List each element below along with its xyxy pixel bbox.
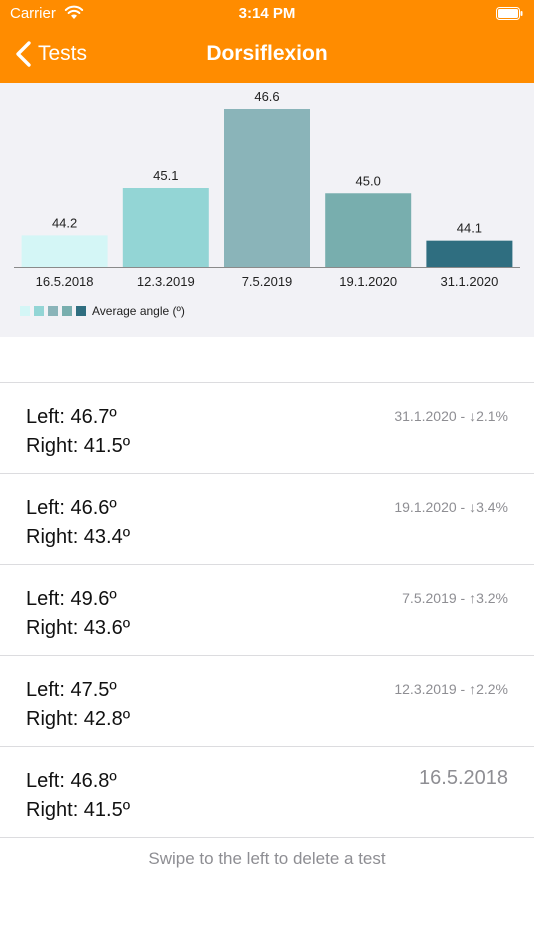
left-value: Left: 46.6º (26, 497, 117, 519)
category-label: 19.1.2020 (339, 274, 397, 289)
nav-bar: Tests Dorsiflexion (0, 30, 534, 80)
left-value: Left: 47.5º (26, 679, 117, 701)
back-button[interactable]: Tests (14, 39, 87, 69)
legend-label: Average angle (º) (92, 304, 185, 318)
value-label: 45.1 (153, 168, 178, 183)
chevron-left-icon (16, 41, 31, 67)
test-date-change: 7.5.2019 - ↑3.2% (402, 590, 508, 606)
legend-swatch (48, 306, 58, 316)
test-values: Left: 49.6º Right: 43.6º (26, 585, 130, 643)
page-title: Dorsiflexion (206, 42, 328, 65)
legend-swatch (62, 306, 72, 316)
test-values: Left: 46.8º Right: 41.5º (26, 767, 130, 825)
right-value: Right: 41.5º (26, 435, 131, 457)
test-row[interactable]: Left: 46.8º Right: 41.5º 16.5.2018 (0, 747, 534, 838)
value-label: 44.2 (52, 215, 77, 230)
test-date-change: 31.1.2020 - ↓2.1% (394, 408, 508, 424)
value-label: 46.6 (254, 89, 279, 104)
test-row[interactable]: Left: 49.6º Right: 43.6º 7.5.2019 - ↑3.2% (0, 565, 534, 656)
test-date-change: 16.5.2018 (419, 767, 508, 789)
test-row[interactable]: Left: 47.5º Right: 42.8º 12.3.2019 - ↑2.2% (0, 656, 534, 747)
carrier-label: Carrier (10, 5, 56, 22)
left-value: Left: 49.6º (26, 588, 117, 610)
left-value: Left: 46.8º (26, 770, 117, 792)
test-row[interactable]: Left: 46.7º Right: 41.5º 31.1.2020 - ↓2.1% (0, 383, 534, 474)
back-button-label: Tests (38, 42, 88, 65)
left-value: Left: 46.7º (26, 406, 117, 428)
battery-icon (496, 7, 523, 20)
test-date-change: 12.3.2019 - ↑2.2% (394, 681, 508, 697)
top-bar: Carrier 3:14 PM Tests Dorsiflexion (0, 0, 534, 83)
bar-16.5.2018 (21, 235, 108, 267)
test-date-change: 19.1.2020 - ↓3.4% (394, 499, 508, 515)
value-label: 45.0 (356, 173, 381, 188)
test-values: Left: 46.6º Right: 43.4º (26, 494, 130, 552)
right-value: Right: 43.4º (26, 526, 131, 548)
legend-swatch (34, 306, 44, 316)
bar-12.3.2019 (122, 188, 209, 267)
category-label: 31.1.2020 (440, 274, 498, 289)
right-value: Right: 43.6º (26, 617, 131, 639)
right-value: Right: 41.5º (26, 799, 131, 821)
status-time: 3:14 PM (238, 5, 296, 22)
category-label: 16.5.2018 (36, 274, 94, 289)
chart-legend: Average angle (º) (20, 304, 185, 318)
bar-chart: 44.2 16.5.2018 45.1 12.3.2019 46.6 7.5.2019 45… (14, 89, 520, 289)
wifi-icon (64, 5, 84, 19)
chart-area: 44.2 16.5.2018 45.1 12.3.2019 46.6 7.5.2019 45… (0, 83, 534, 337)
test-row[interactable]: Left: 46.6º Right: 43.4º 19.1.2020 - ↓3.4% (0, 474, 534, 565)
category-label: 7.5.2019 (242, 274, 293, 289)
legend-swatch (20, 306, 30, 316)
bar-19.1.2020 (325, 193, 412, 267)
legend-swatch (76, 306, 86, 316)
bar-7.5.2019 (224, 109, 310, 267)
test-values: Left: 46.7º Right: 41.5º (26, 403, 130, 461)
status-bar: Carrier 3:14 PM (0, 0, 534, 28)
tests-list: Left: 46.7º Right: 41.5º 31.1.2020 - ↓2.1%… (0, 382, 534, 838)
right-value: Right: 42.8º (26, 708, 131, 730)
category-label: 12.3.2019 (137, 274, 195, 289)
delete-hint: Swipe to the left to delete a test (148, 849, 386, 868)
value-label: 44.1 (457, 221, 482, 236)
legend-swatches (20, 306, 90, 316)
test-values: Left: 47.5º Right: 42.8º (26, 676, 130, 734)
bar-31.1.2020 (426, 240, 513, 267)
